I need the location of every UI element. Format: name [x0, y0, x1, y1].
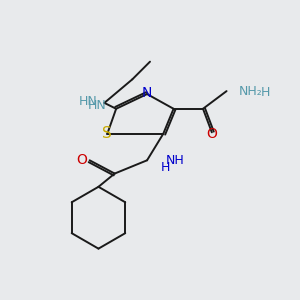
Text: HN: HN [88, 99, 106, 112]
Text: H: H [260, 86, 270, 99]
Text: O: O [76, 153, 87, 167]
Text: N: N [142, 85, 152, 100]
Text: NH₂: NH₂ [238, 85, 262, 98]
Text: S: S [102, 126, 112, 141]
Text: O: O [206, 127, 217, 141]
Text: H: H [160, 161, 170, 174]
Text: HN: HN [78, 95, 97, 108]
Text: NH: NH [166, 154, 185, 167]
